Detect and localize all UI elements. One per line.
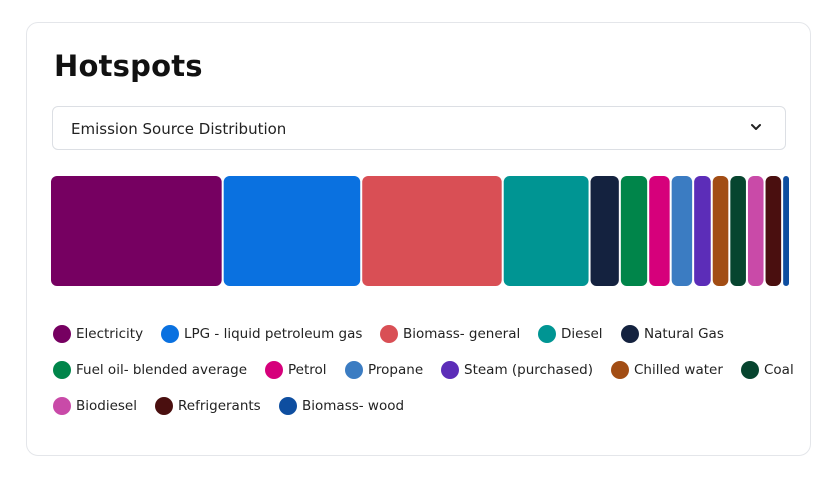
card-title: Hotspots: [54, 49, 203, 83]
legend-swatch: [538, 325, 556, 343]
legend-item[interactable]: Fuel oil- blended average: [53, 359, 247, 381]
legend-swatch: [380, 325, 398, 343]
legend-swatch: [265, 361, 283, 379]
legend-item[interactable]: Biodiesel: [53, 395, 137, 417]
legend-item[interactable]: LPG - liquid petroleum gas: [161, 323, 362, 345]
treemap-svg: [51, 176, 789, 286]
treemap-block-biomass-general[interactable]: [362, 176, 502, 286]
legend-item[interactable]: Chilled water: [611, 359, 723, 381]
treemap-block-refrigerants[interactable]: [765, 176, 782, 286]
treemap-block-electricity[interactable]: [51, 176, 222, 286]
legend-swatch: [345, 361, 363, 379]
treemap-block-petrol[interactable]: [649, 176, 670, 286]
legend-label: Propane: [368, 362, 424, 378]
legend-label: Natural Gas: [644, 326, 724, 342]
legend-swatch: [611, 361, 629, 379]
legend-item[interactable]: Diesel: [538, 323, 603, 345]
treemap-block-steam-purchased[interactable]: [694, 176, 711, 286]
legend-label: Chilled water: [634, 362, 723, 378]
legend-label: Steam (purchased): [464, 362, 593, 378]
legend-item[interactable]: Propane: [345, 359, 423, 381]
legend-swatch: [279, 397, 297, 415]
legend-item[interactable]: Biomass- wood: [279, 395, 404, 417]
legend-swatch: [441, 361, 459, 379]
treemap-block-coal[interactable]: [730, 176, 746, 286]
legend-label: Refrigerants: [178, 398, 261, 414]
treemap-block-diesel[interactable]: [503, 176, 589, 286]
legend-item[interactable]: Refrigerants: [155, 395, 261, 417]
treemap-chart: [51, 176, 789, 286]
legend-label: Biomass- wood: [302, 398, 405, 414]
legend-item[interactable]: Biomass- general: [380, 323, 520, 345]
legend-swatch: [53, 325, 71, 343]
chevron-down-icon: [751, 124, 761, 130]
select-value: Emission Source Distribution: [71, 120, 287, 138]
legend-label: Coal: [764, 362, 794, 378]
legend-item[interactable]: Electricity: [53, 323, 143, 345]
chart-legend: Electricity LPG - liquid petroleum gas Bio…: [53, 323, 794, 433]
treemap-block-fuel-oil-blended-average[interactable]: [620, 176, 648, 286]
legend-label: Diesel: [561, 326, 603, 342]
legend-label: Biomass- general: [403, 326, 521, 342]
legend-label: LPG - liquid petroleum gas: [184, 326, 363, 342]
treemap-block-lpg-liquid-petroleum-gas[interactable]: [223, 176, 361, 286]
legend-label: Petrol: [288, 362, 327, 378]
legend-label: Biodiesel: [76, 398, 137, 414]
treemap-block-biodiesel[interactable]: [747, 176, 764, 286]
legend-item[interactable]: Coal: [741, 359, 794, 381]
hotspots-card: Hotspots Emission Source Distribution El…: [26, 22, 811, 456]
legend-swatch: [741, 361, 759, 379]
legend-item[interactable]: Petrol: [265, 359, 327, 381]
legend-swatch: [621, 325, 639, 343]
legend-swatch: [161, 325, 179, 343]
treemap-block-biomass-wood[interactable]: [783, 176, 789, 286]
chart-type-select[interactable]: Emission Source Distribution: [52, 106, 786, 150]
legend-swatch: [155, 397, 173, 415]
legend-swatch: [53, 361, 71, 379]
legend-label: Fuel oil- blended average: [76, 362, 248, 378]
legend-item[interactable]: Steam (purchased): [441, 359, 593, 381]
treemap-block-natural-gas[interactable]: [590, 176, 619, 286]
legend-label: Electricity: [76, 326, 144, 342]
treemap-block-chilled-water[interactable]: [712, 176, 729, 286]
treemap-block-propane[interactable]: [671, 176, 693, 286]
legend-swatch: [53, 397, 71, 415]
legend-item[interactable]: Natural Gas: [621, 323, 724, 345]
